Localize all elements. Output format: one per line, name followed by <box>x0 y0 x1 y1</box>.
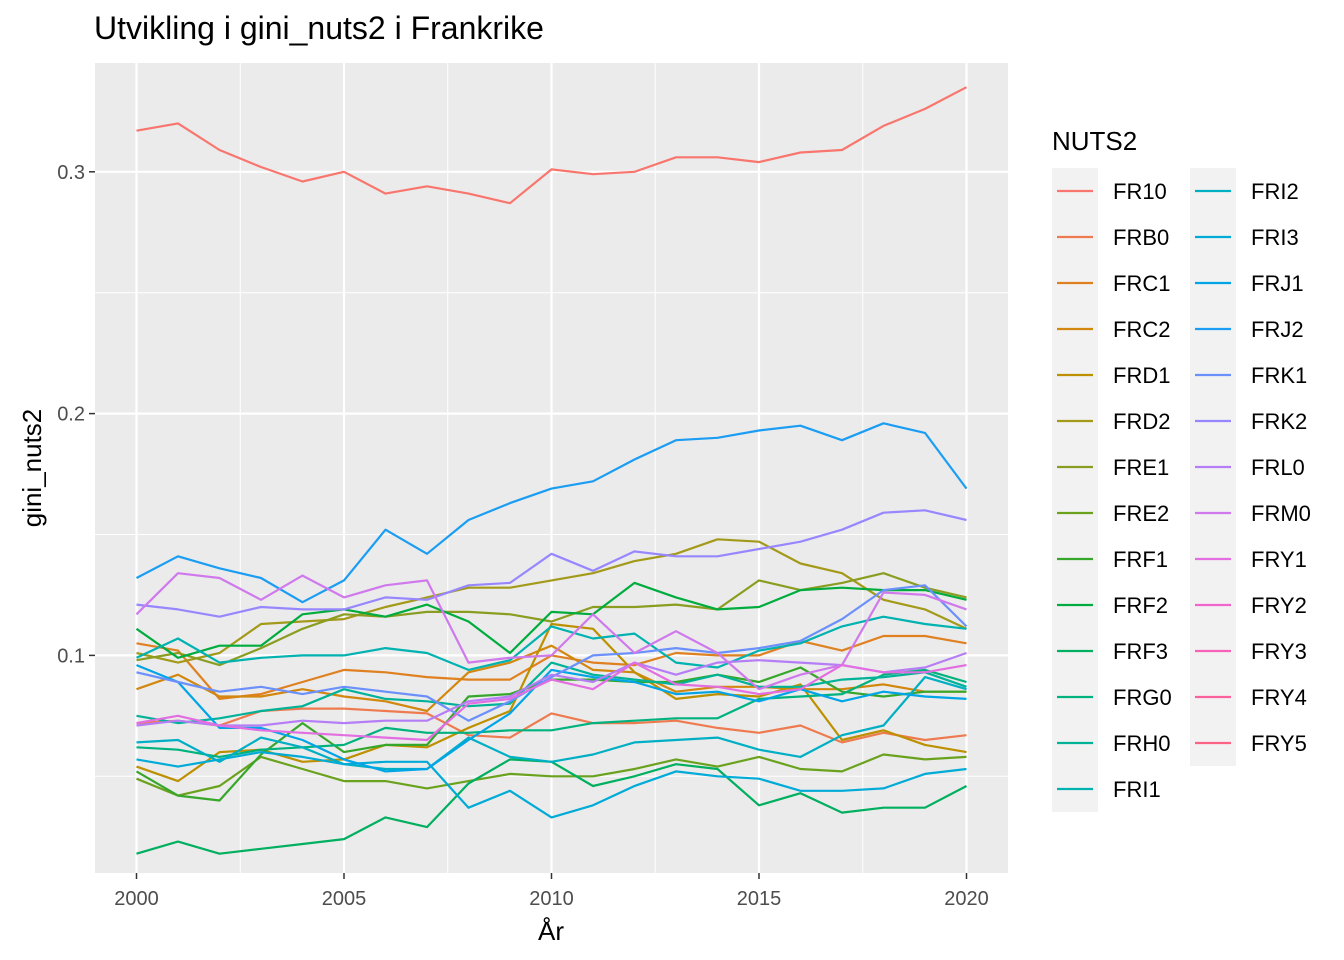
legend-label-fre1: FRE1 <box>1113 455 1169 480</box>
legend-label-frf1: FRF1 <box>1113 547 1168 572</box>
series-line-frh0 <box>136 661 967 725</box>
legend-label-frk2: FRK2 <box>1251 409 1307 434</box>
legend: FR10 FRB0 FRC1 FRC2 FRD1 FRD2 FRE1 FRE2 FRF1 FRF2… <box>1052 168 1311 812</box>
series-line-frk2 <box>136 509 967 618</box>
series-line-fr10 <box>136 86 968 205</box>
legend-label-fry5: FRY5 <box>1251 731 1307 756</box>
legend-label-frm0: FRM0 <box>1251 501 1311 526</box>
x-axis: 2000 2005 2010 2015 2020 <box>114 873 989 910</box>
legend-label-frl0: FRL0 <box>1251 455 1305 480</box>
series-lines <box>135 86 968 855</box>
legend-label-fry1: FRY1 <box>1251 547 1307 572</box>
series-line-frm0 <box>135 572 967 691</box>
legend-label-fry4: FRY4 <box>1251 685 1307 710</box>
legend-label-fri2: FRI2 <box>1251 179 1299 204</box>
series-line-frj2 <box>135 422 968 604</box>
chart-title: Utvikling i gini_nuts2 i Frankrike <box>94 10 544 46</box>
x-tick-label: 2000 <box>114 888 159 910</box>
legend-key-column <box>1052 168 1098 812</box>
legend-label-frc1: FRC1 <box>1113 271 1170 296</box>
series-line-frk1 <box>136 584 968 722</box>
series-line-fre1 <box>136 572 967 667</box>
series-line-fre2 <box>136 753 967 797</box>
legend-label-frd1: FRD1 <box>1113 363 1170 388</box>
legend-label-fri1: FRI1 <box>1113 777 1161 802</box>
legend-label-fre2: FRE2 <box>1113 501 1169 526</box>
legend-label-frk1: FRK1 <box>1251 363 1307 388</box>
series-line-frd2 <box>136 538 967 664</box>
series-line-fry1 <box>136 661 967 742</box>
legend-label-frc2: FRC2 <box>1113 317 1170 342</box>
legend-label-frh0: FRH0 <box>1113 731 1170 756</box>
series-line-fri1 <box>136 615 967 671</box>
x-axis-title: År <box>538 916 564 946</box>
legend-label-fry2: FRY2 <box>1251 593 1307 618</box>
series-line-fri2 <box>136 676 967 771</box>
legend-label-frf3: FRF3 <box>1113 639 1168 664</box>
y-tick-label: 0.1 <box>57 645 85 667</box>
y-tick-label: 0.2 <box>57 404 85 426</box>
y-tick-label: 0.3 <box>57 162 85 184</box>
series-line-frc2 <box>136 644 967 713</box>
legend-label-frj2: FRJ2 <box>1251 317 1304 342</box>
x-tick-label: 2005 <box>322 888 367 910</box>
series-line-frf2 <box>135 581 967 659</box>
legend-label-frg0: FRG0 <box>1113 685 1172 710</box>
legend-label-fr10: FR10 <box>1113 179 1167 204</box>
major-gridlines <box>95 63 1008 873</box>
legend-label-frj1: FRJ1 <box>1251 271 1304 296</box>
y-axis-title: gini_nuts2 <box>17 409 47 528</box>
x-tick-label: 2010 <box>529 888 574 910</box>
y-axis: 0.1 0.2 0.3 <box>57 162 95 667</box>
series-line-frg0 <box>136 668 967 758</box>
legend-label-fry3: FRY3 <box>1251 639 1307 664</box>
series-line-frl0 <box>136 651 967 727</box>
x-tick-label: 2020 <box>944 888 989 910</box>
legend-label-fri3: FRI3 <box>1251 225 1299 250</box>
legend-title: NUTS2 <box>1052 126 1137 156</box>
legend-label-frf2: FRF2 <box>1113 593 1168 618</box>
series-line-fri3 <box>136 751 967 819</box>
legend-label-frd2: FRD2 <box>1113 409 1170 434</box>
x-tick-label: 2015 <box>737 888 782 910</box>
legend-label-frb0: FRB0 <box>1113 225 1169 250</box>
